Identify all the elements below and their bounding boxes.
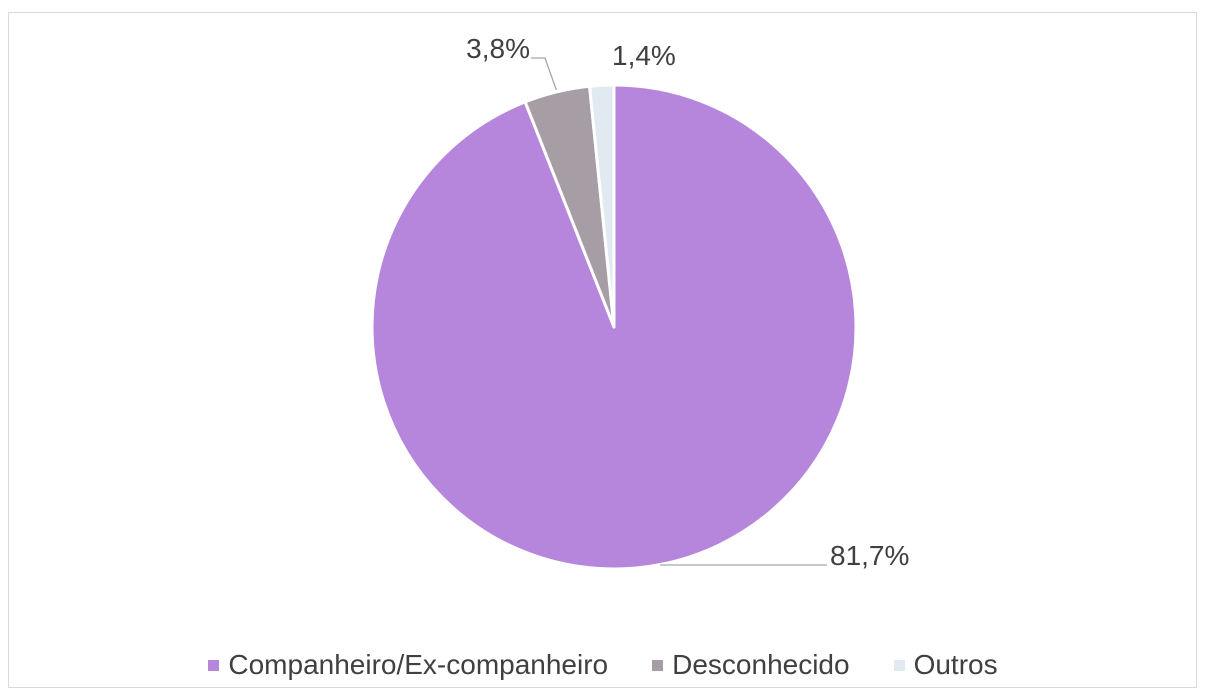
data-label-3: 1,4% (612, 40, 676, 71)
pie-slices (370, 83, 858, 571)
data-label-1: 81,7% (830, 540, 909, 571)
legend-swatch-desconhecido (652, 659, 664, 671)
legend-swatch-outros (893, 659, 905, 671)
pie-slice-3 (588, 83, 616, 329)
legend-item-desconhecido: Desconhecido (652, 649, 850, 681)
legend-item-companheiro: Companheiro/Ex-companheiro (208, 649, 608, 681)
pie-chart: 81,7% 3,8% 1,4% (370, 33, 909, 571)
data-label-2: 3,8% (466, 33, 530, 64)
leader-line-2 (531, 57, 557, 91)
legend-label-companheiro: Companheiro/Ex-companheiro (228, 649, 609, 680)
legend-swatch-companheiro (208, 659, 220, 671)
legend-label-outros: Outros (913, 649, 998, 680)
leader-lines (531, 57, 827, 566)
data-labels: 81,7% 3,8% 1,4% (466, 33, 909, 571)
legend-label-desconhecido: Desconhecido (672, 649, 850, 680)
legend-item-outros: Outros (893, 649, 998, 681)
legend: Companheiro/Ex-companheiro Desconhecido … (0, 648, 1206, 682)
